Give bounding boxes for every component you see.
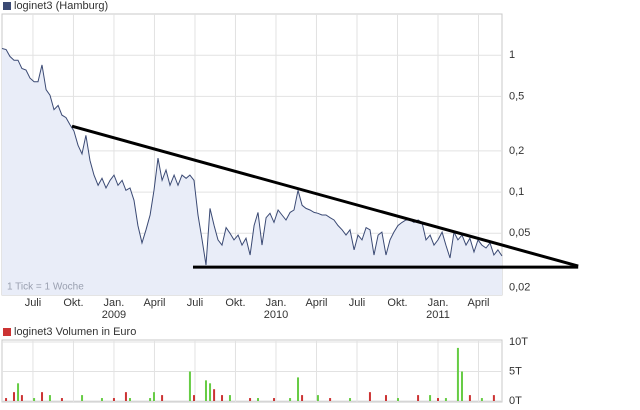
- annotation: 1 Tick = 1 Woche: [7, 282, 84, 293]
- legend-swatch: [3, 2, 11, 10]
- price-line: [1, 48, 503, 266]
- x-tick-label: April: [467, 297, 489, 309]
- x-tick-label: April: [305, 297, 327, 309]
- volume-bar: [444, 398, 447, 401]
- volume-bar: [256, 398, 259, 401]
- x-tick-label: Juli: [187, 297, 204, 309]
- x-tick-label: Juli: [349, 297, 366, 309]
- volume-bar: [349, 398, 352, 401]
- volume-bar: [437, 398, 440, 401]
- volume-bar: [204, 380, 207, 401]
- y-tick-label: 10T: [509, 336, 528, 348]
- volume-bar: [468, 395, 471, 401]
- volume-bar: [100, 398, 103, 401]
- volume-bar: [316, 395, 319, 401]
- x-year-label: 2010: [264, 309, 288, 321]
- volume-bar: [368, 392, 371, 401]
- volume-bar: [329, 398, 332, 401]
- volume-bar: [429, 395, 432, 401]
- volume-bar: [149, 398, 152, 401]
- volume-bar: [48, 395, 51, 401]
- y-tick-label: 0,05: [509, 227, 530, 239]
- x-tick-label: Juli: [25, 297, 42, 309]
- volume-bar: [221, 395, 224, 401]
- volume-bar: [33, 398, 36, 401]
- volume-bar: [301, 395, 304, 401]
- x-year-label: 2011: [426, 309, 450, 321]
- volume-bar: [289, 398, 292, 401]
- volume-bar: [20, 395, 23, 401]
- volume-bar: [460, 371, 463, 401]
- volume-bar: [492, 395, 495, 401]
- x-tick-label: Jan.: [428, 297, 449, 309]
- x-tick-label: Okt.: [387, 297, 407, 309]
- volume-bar: [417, 395, 420, 401]
- volume-bar: [161, 395, 164, 401]
- x-tick-label: Okt.: [225, 297, 245, 309]
- volume-bar: [112, 398, 115, 401]
- y-tick-label: 0,02: [509, 282, 530, 294]
- x-year-label: 2009: [102, 309, 126, 321]
- volume-bar: [273, 398, 276, 401]
- legend-label: loginet3 Volumen in Euro: [14, 326, 136, 338]
- y-tick-label: 0,1: [509, 186, 524, 198]
- y-tick-label: 5T: [509, 365, 522, 377]
- volume-bar: [384, 395, 387, 401]
- y-tick-label: 1: [509, 49, 515, 61]
- volume-bar: [81, 395, 84, 401]
- x-tick-label: Okt.: [63, 297, 83, 309]
- volume-bar: [5, 398, 8, 401]
- volume-bar: [188, 371, 191, 401]
- price-area: [2, 48, 502, 295]
- volume-bar: [192, 395, 195, 401]
- volume-bar: [128, 398, 131, 401]
- x-tick-label: Jan.: [104, 297, 125, 309]
- legend-swatch: [3, 328, 11, 336]
- volume-bar: [228, 395, 231, 401]
- volume-bar: [480, 398, 483, 401]
- volume-bar: [124, 392, 127, 401]
- volume-bar: [297, 377, 300, 401]
- volume-bar: [152, 392, 155, 401]
- chart-layer: Juli Okt. Jan. April Juli Okt. Jan. April Juli Ok…: [1, 0, 579, 407]
- volume-bar: [396, 398, 399, 401]
- volume-bar: [60, 398, 63, 401]
- legend-label: loginet3 (Hamburg): [14, 0, 108, 12]
- volume-bar: [17, 383, 20, 401]
- volume-bar: [456, 347, 459, 401]
- volume-bar: [12, 392, 15, 401]
- volume-bar: [41, 392, 44, 401]
- x-tick-label: Jan.: [266, 297, 287, 309]
- y-tick-label: 0,5: [509, 90, 524, 102]
- volume-bar: [213, 389, 216, 401]
- trendline: [71, 124, 579, 268]
- volume-bar: [209, 383, 212, 401]
- y-tick-label: 0,2: [509, 145, 524, 157]
- y-tick-label: 0T: [509, 395, 522, 407]
- x-tick-label: April: [143, 297, 165, 309]
- volume-bar: [249, 398, 252, 401]
